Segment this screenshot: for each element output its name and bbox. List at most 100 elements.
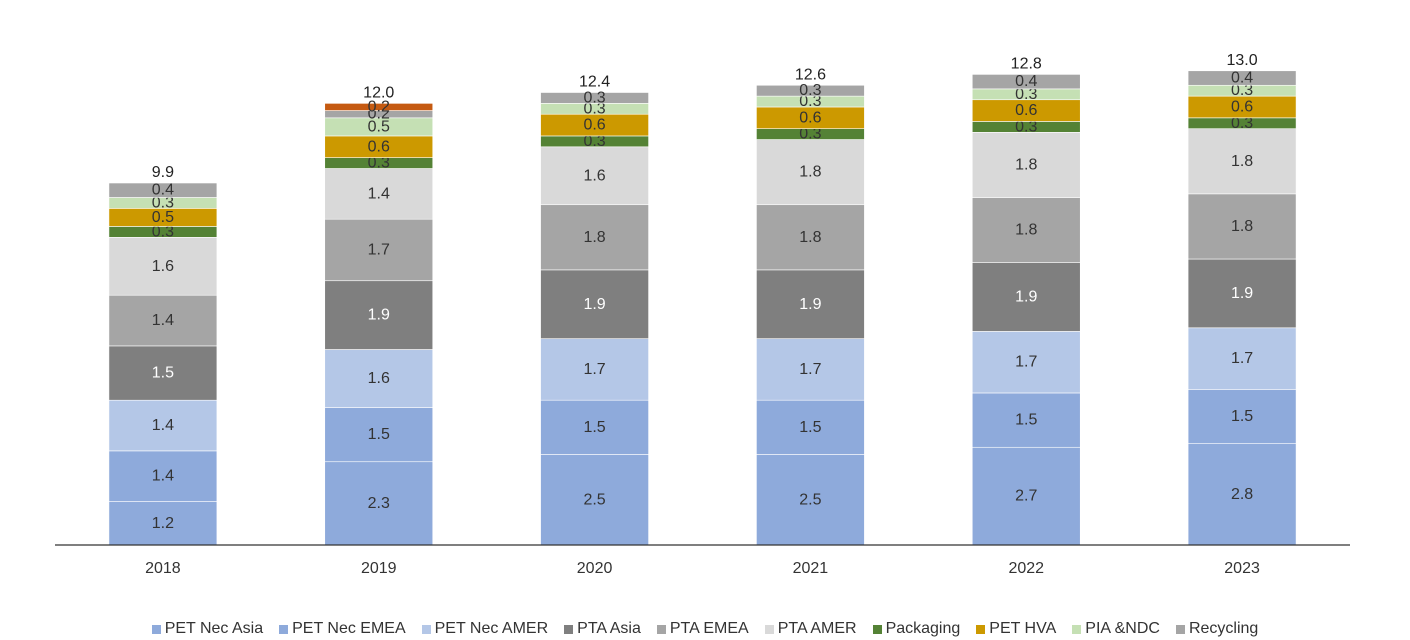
legend: PET Nec Asia PET Nec EMEA PET Nec AMER PTA …: [0, 619, 1410, 639]
bar-segment-2019-2: [324, 349, 434, 408]
bar-segment-2020-4: [540, 204, 649, 271]
total-label-2021: 12.6: [795, 66, 826, 83]
total-label-2018: 9.9: [152, 164, 174, 181]
bar-segment-2018-1: [108, 450, 218, 502]
data-label-2019-3: 1.9: [368, 307, 390, 324]
data-label-2022-7: 0.6: [1015, 102, 1037, 119]
data-label-2021-6: 0.3: [799, 126, 821, 143]
bar-segment-2019-0: [324, 461, 434, 546]
bar-segment-2020-3: [540, 269, 649, 339]
data-label-2021-0: 2.5: [799, 491, 821, 508]
data-label-2019-8: 0.5: [368, 118, 390, 135]
data-label-2020-7: 0.6: [583, 117, 605, 134]
data-label-2019-4: 1.7: [368, 241, 390, 258]
data-label-2021-4: 1.8: [799, 229, 821, 246]
bar-segment-2022-2: [971, 331, 1081, 394]
bar-segment-2019-10: [324, 103, 434, 111]
data-label-2023-8: 0.3: [1231, 82, 1253, 99]
bar-segment-2020-0: [540, 454, 649, 546]
data-label-2023-0: 2.8: [1231, 486, 1253, 503]
bar-segment-2019-4: [324, 218, 434, 282]
data-label-2023-7: 0.6: [1231, 98, 1253, 115]
data-label-2023-5: 1.8: [1231, 153, 1253, 170]
total-label-2023: 13.0: [1227, 52, 1258, 69]
data-label-2018-8: 0.3: [152, 194, 174, 211]
bar-stack-2019: 2.31.51.61.91.71.40.30.60.50.20.212.0201…: [324, 84, 434, 577]
bar-segment-2023-3: [1187, 258, 1297, 329]
data-label-2018-9: 0.4: [152, 182, 174, 199]
bar-segment-2022-3: [971, 262, 1081, 332]
data-label-2020-1: 1.5: [583, 419, 605, 436]
data-label-2019-10: 0.2: [368, 98, 390, 115]
legend-label-3: PTA Asia: [577, 620, 641, 637]
data-label-2019-6: 0.3: [368, 155, 390, 172]
legend-label-0: PET Nec Asia: [164, 620, 264, 637]
data-label-2018-3: 1.5: [152, 365, 174, 382]
data-label-2021-3: 1.9: [799, 296, 821, 313]
x-tick-label-2021: 2021: [793, 560, 829, 577]
legend-swatch-9: [1175, 624, 1185, 634]
bar-segment-2021-3: [756, 269, 865, 339]
data-label-2019-7: 0.6: [368, 138, 390, 155]
legend-item-9: Recycling: [1175, 619, 1259, 639]
bar-segment-2023-4: [1187, 193, 1297, 260]
legend-swatch-6: [872, 624, 882, 634]
data-label-2020-8: 0.3: [583, 100, 605, 117]
data-label-2023-3: 1.9: [1231, 285, 1253, 302]
legend-swatch-5: [764, 624, 774, 634]
data-label-2020-0: 2.5: [583, 491, 605, 508]
legend-label-5: PTA AMER: [777, 620, 857, 637]
data-label-2021-5: 1.8: [799, 164, 821, 181]
bar-segment-2018-9: [108, 182, 218, 198]
bar-segment-2020-1: [540, 399, 649, 455]
bar-segment-2019-5: [324, 168, 434, 220]
bar-segment-2020-5: [540, 146, 649, 206]
data-label-2021-1: 1.5: [799, 419, 821, 436]
legend-swatch-1: [279, 624, 289, 634]
x-tick-label-2018: 2018: [145, 560, 181, 577]
data-label-2022-3: 1.9: [1015, 289, 1037, 306]
legend-swatch-4: [656, 624, 666, 634]
data-label-2022-2: 1.7: [1015, 354, 1037, 371]
bar-segment-2022-0: [971, 446, 1081, 546]
data-label-2020-3: 1.9: [583, 296, 605, 313]
data-label-2022-1: 1.5: [1015, 412, 1037, 429]
bar-segment-2018-5: [108, 237, 218, 296]
total-label-2020: 12.4: [579, 74, 610, 91]
total-label-2022: 12.8: [1011, 55, 1042, 72]
data-label-2022-4: 1.8: [1015, 222, 1037, 239]
x-tick-label-2019: 2019: [361, 560, 397, 577]
legend-item-8: PIA &NDC: [1072, 619, 1160, 639]
data-label-2018-2: 1.4: [152, 417, 174, 434]
data-label-2018-6: 0.3: [152, 223, 174, 240]
legend-label-8: PIA &NDC: [1085, 620, 1160, 637]
bar-segment-2021-5: [756, 139, 865, 206]
data-label-2018-7: 0.5: [152, 209, 174, 226]
data-label-2020-6: 0.3: [583, 133, 605, 150]
legend-swatch-0: [151, 624, 161, 634]
bar-segment-2022-9: [971, 74, 1081, 90]
bar-segment-2020-9: [540, 92, 649, 104]
bar-segment-2018-4: [108, 294, 218, 347]
data-label-2022-9: 0.4: [1015, 73, 1037, 90]
legend-swatch-8: [1072, 624, 1082, 634]
legend-label-9: Recycling: [1188, 620, 1259, 637]
bar-segment-2022-5: [971, 132, 1081, 198]
data-label-2021-7: 0.6: [799, 109, 821, 126]
bar-segment-2023-2: [1187, 327, 1297, 390]
stacked-bar-chart: 1.21.41.41.51.41.60.30.50.30.49.920182.3…: [55, 52, 1350, 577]
data-label-2020-9: 0.3: [583, 89, 605, 106]
legend-label-1: PET Nec EMEA: [292, 620, 406, 637]
legend-item-6: Packaging: [872, 619, 960, 639]
bar-segment-2023-9: [1187, 70, 1297, 86]
bar-segment-2023-5: [1187, 128, 1297, 195]
data-label-2021-9: 0.3: [799, 82, 821, 99]
data-label-2020-4: 1.8: [583, 229, 605, 246]
x-tick-label-2023: 2023: [1224, 560, 1260, 577]
legend-swatch-3: [564, 624, 574, 634]
legend-item-4: PTA EMEA: [656, 619, 749, 639]
